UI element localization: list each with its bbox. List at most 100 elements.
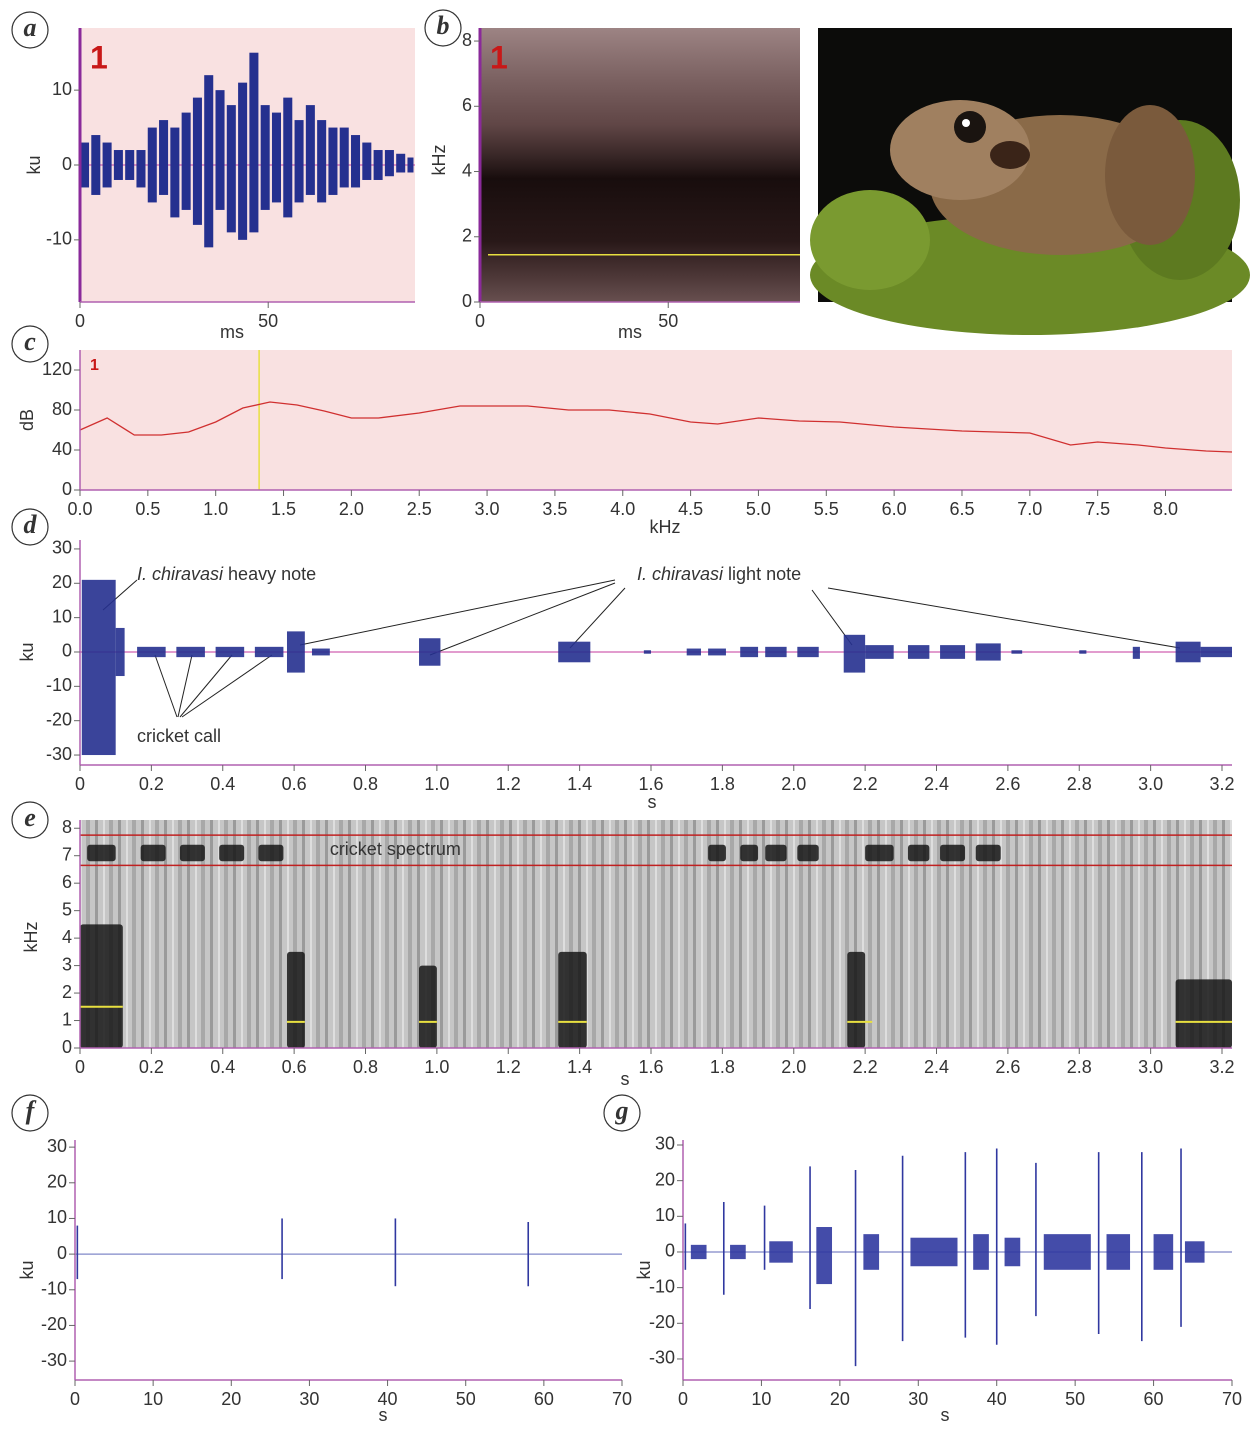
x-tick-label: 1.2 [496, 774, 521, 794]
x-tick-label: 0.4 [210, 1057, 235, 1077]
y-tick-label: -10 [41, 1279, 67, 1299]
envelope-bar [317, 120, 326, 202]
band-label: cricket spectrum [330, 839, 461, 859]
y-axis-label: ku [17, 642, 37, 661]
dark-region [847, 952, 865, 1048]
x-tick-label: 1.8 [710, 774, 735, 794]
x-axis-label: s [941, 1405, 950, 1425]
y-tick-label: -20 [41, 1314, 67, 1334]
dark-region [87, 845, 116, 861]
panel-letter: c [24, 327, 36, 356]
light-note-label: I. chiravasi light note [637, 564, 801, 584]
burst [137, 647, 166, 657]
burst [216, 647, 245, 657]
x-tick-label: 2.8 [1067, 774, 1092, 794]
dark-region [219, 845, 244, 861]
y-tick-label: 10 [52, 79, 72, 99]
y-tick-label: 8 [462, 30, 472, 50]
y-tick-label: -20 [46, 709, 72, 729]
panel-letter: g [615, 1096, 629, 1125]
burst [908, 645, 929, 659]
y-tick-label: 4 [62, 927, 72, 947]
burst [1133, 647, 1140, 659]
dark-region [287, 952, 305, 1048]
species: I. chiravasi [137, 564, 224, 584]
panel-letter: a [24, 13, 37, 42]
dark-region [740, 845, 758, 861]
dark-region [80, 924, 123, 1048]
x-tick-label: 3.0 [1138, 774, 1163, 794]
envelope-bar [125, 150, 134, 180]
burst [82, 580, 116, 755]
x-tick-label: 0.2 [139, 1057, 164, 1077]
x-tick-label: 2.0 [781, 774, 806, 794]
x-tick-label: 0.8 [353, 1057, 378, 1077]
trace-marker: 1 [90, 39, 108, 75]
y-tick-label: 6 [462, 95, 472, 115]
y-tick-label: 1 [62, 1009, 72, 1029]
y-tick-label: 40 [52, 439, 72, 459]
y-tick-label: 4 [462, 160, 472, 180]
x-tick-label: 3.5 [542, 499, 567, 519]
x-tick-label: 2.2 [853, 1057, 878, 1077]
x-tick-label: 70 [612, 1389, 632, 1409]
burst [687, 649, 701, 656]
x-tick-label: 0 [70, 1389, 80, 1409]
envelope-bar [182, 113, 191, 210]
envelope-bar [351, 135, 360, 187]
burst [116, 628, 125, 676]
y-tick-label: 0 [62, 154, 72, 174]
y-tick-label: 2 [462, 226, 472, 246]
x-tick-label: 1.8 [710, 1057, 735, 1077]
x-tick-label: 3.2 [1209, 1057, 1234, 1077]
burst [312, 649, 330, 656]
y-tick-label: -30 [41, 1350, 67, 1370]
y-axis-label: ku [634, 1260, 654, 1279]
envelope-bar [340, 128, 349, 188]
x-tick-label: 60 [1144, 1389, 1164, 1409]
burst [287, 631, 305, 672]
x-tick-label: 1.0 [424, 774, 449, 794]
x-tick-label: 60 [534, 1389, 554, 1409]
dark-region [797, 845, 818, 861]
y-tick-label: 7 [62, 844, 72, 864]
envelope-bar [148, 128, 157, 203]
y-tick-label: 8 [62, 817, 72, 837]
x-tick-label: 1.6 [638, 1057, 663, 1077]
trace-marker: 1 [490, 39, 508, 75]
y-tick-label: 30 [655, 1134, 675, 1154]
burst [740, 647, 758, 657]
x-tick-label: 0.0 [67, 499, 92, 519]
x-tick-label: 2.6 [995, 774, 1020, 794]
dark-region [765, 845, 786, 861]
burst [1154, 1234, 1174, 1270]
burst [1185, 1241, 1205, 1262]
dark-region [141, 845, 166, 861]
y-axis-label: kHz [429, 145, 449, 176]
x-tick-label: 0.5 [135, 499, 160, 519]
envelope-bar [374, 150, 383, 180]
x-axis-label: kHz [650, 517, 681, 537]
x-tick-label: 3.0 [1138, 1057, 1163, 1077]
x-tick-label: 1.0 [424, 1057, 449, 1077]
x-tick-label: 0 [475, 311, 485, 331]
x-tick-label: 1.4 [567, 774, 592, 794]
x-tick-label: 7.5 [1085, 499, 1110, 519]
texture [480, 28, 800, 302]
envelope-bar [159, 120, 168, 195]
dark-region [258, 845, 283, 861]
envelope-bar [328, 128, 337, 195]
cricket-call-label: cricket call [137, 726, 221, 746]
x-tick-label: 0 [75, 1057, 85, 1077]
x-axis-label: ms [220, 322, 244, 342]
x-tick-label: 0.6 [282, 1057, 307, 1077]
x-tick-label: 50 [1065, 1389, 1085, 1409]
y-axis-label: ku [24, 155, 44, 174]
x-tick-label: 0 [75, 311, 85, 331]
x-tick-label: 3.0 [475, 499, 500, 519]
x-tick-label: 6.0 [882, 499, 907, 519]
envelope-bar [91, 135, 100, 195]
x-tick-label: 40 [987, 1389, 1007, 1409]
x-tick-label: 20 [830, 1389, 850, 1409]
panel-letter: b [437, 11, 450, 40]
